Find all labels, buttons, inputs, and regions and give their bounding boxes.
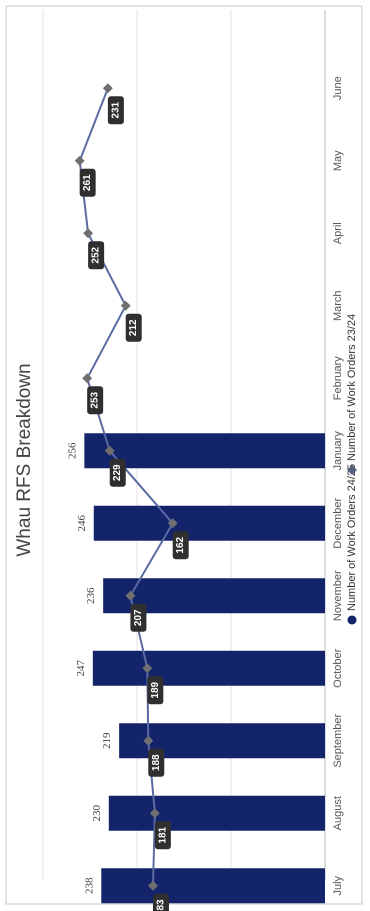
line-value-label: 188 (151, 754, 162, 771)
line-label-box (154, 821, 171, 850)
bar-july[interactable] (101, 868, 325, 904)
category-label: March (332, 290, 344, 321)
line-value-label: 183 (155, 899, 166, 911)
line-point-may[interactable] (74, 155, 85, 166)
category-label: January (332, 431, 344, 471)
category-label: May (332, 150, 344, 171)
category-label: September (332, 714, 344, 768)
line-value-label: 252 (91, 246, 102, 263)
bar-value-label: 230 (91, 805, 103, 822)
category-label: June (332, 76, 344, 100)
line-label-box (107, 96, 124, 125)
category-label: April (332, 222, 344, 244)
chart-title: Whau RFS Breakdown (14, 363, 35, 556)
bar-value-label: 238 (83, 877, 95, 894)
line-point-july[interactable] (148, 880, 158, 891)
bars (84, 433, 325, 904)
line-point-june[interactable] (102, 83, 113, 94)
bar-value-label: 219 (101, 732, 113, 749)
line-point-april[interactable] (83, 228, 94, 239)
category-label: July (332, 875, 344, 895)
line-point-december[interactable] (167, 518, 178, 529)
line-labels: 183 181 188 189 207 162 229 253 212 252 261 231 (79, 96, 189, 911)
line-point-november[interactable] (125, 590, 136, 601)
line-label-box (172, 531, 189, 560)
category-label: February (332, 356, 344, 401)
bar-labels: 238 230 219 247 236 246 256 (66, 442, 113, 894)
legend-swatch-2324 (347, 465, 357, 475)
line-label-box (109, 458, 126, 487)
line-label-box (125, 313, 142, 342)
category-label: October (332, 648, 344, 687)
line-label-box (147, 676, 164, 705)
category-label: December (332, 498, 344, 549)
line-value-label: 231 (110, 101, 121, 118)
bar-august[interactable] (108, 795, 325, 831)
legend[interactable]: Number of Work Orders 24/25 Number of Wor… (346, 314, 358, 625)
legend-label: Number of Work Orders 24/25 (346, 464, 358, 611)
line-value-label: 189 (150, 681, 161, 698)
line-value-label: 207 (133, 609, 144, 626)
bar-value-label: 247 (75, 660, 87, 677)
bar-december[interactable] (93, 505, 325, 541)
line-point-september[interactable] (143, 735, 154, 746)
legend-swatch-2425 (347, 615, 357, 625)
line-label-box (87, 386, 104, 415)
category-labels: July August September October November Decemb… (332, 76, 344, 895)
bar-october[interactable] (92, 650, 325, 686)
line-point-october[interactable] (142, 663, 153, 674)
line-value-label: 181 (157, 826, 168, 843)
line-label-box (88, 241, 105, 270)
line-value-label: 261 (82, 174, 93, 191)
category-label: November (332, 570, 344, 621)
bar-value-label: 246 (76, 515, 88, 532)
bar-value-label: 256 (66, 442, 78, 459)
line-point-august[interactable] (149, 808, 160, 819)
bar-value-label: 236 (85, 587, 97, 604)
category-label: August (332, 796, 344, 830)
legend-label: Number of Work Orders 23/24 (346, 314, 358, 461)
line-label-box (130, 603, 147, 632)
line-value-label: 162 (175, 536, 186, 553)
line-markers (74, 83, 178, 891)
line-value-label: 229 (112, 464, 123, 481)
line-label-box (152, 893, 169, 911)
line-value-label: 253 (90, 391, 101, 408)
line-value-label: 212 (128, 319, 139, 336)
line-label-box (79, 168, 96, 197)
line-label-box (148, 748, 165, 777)
